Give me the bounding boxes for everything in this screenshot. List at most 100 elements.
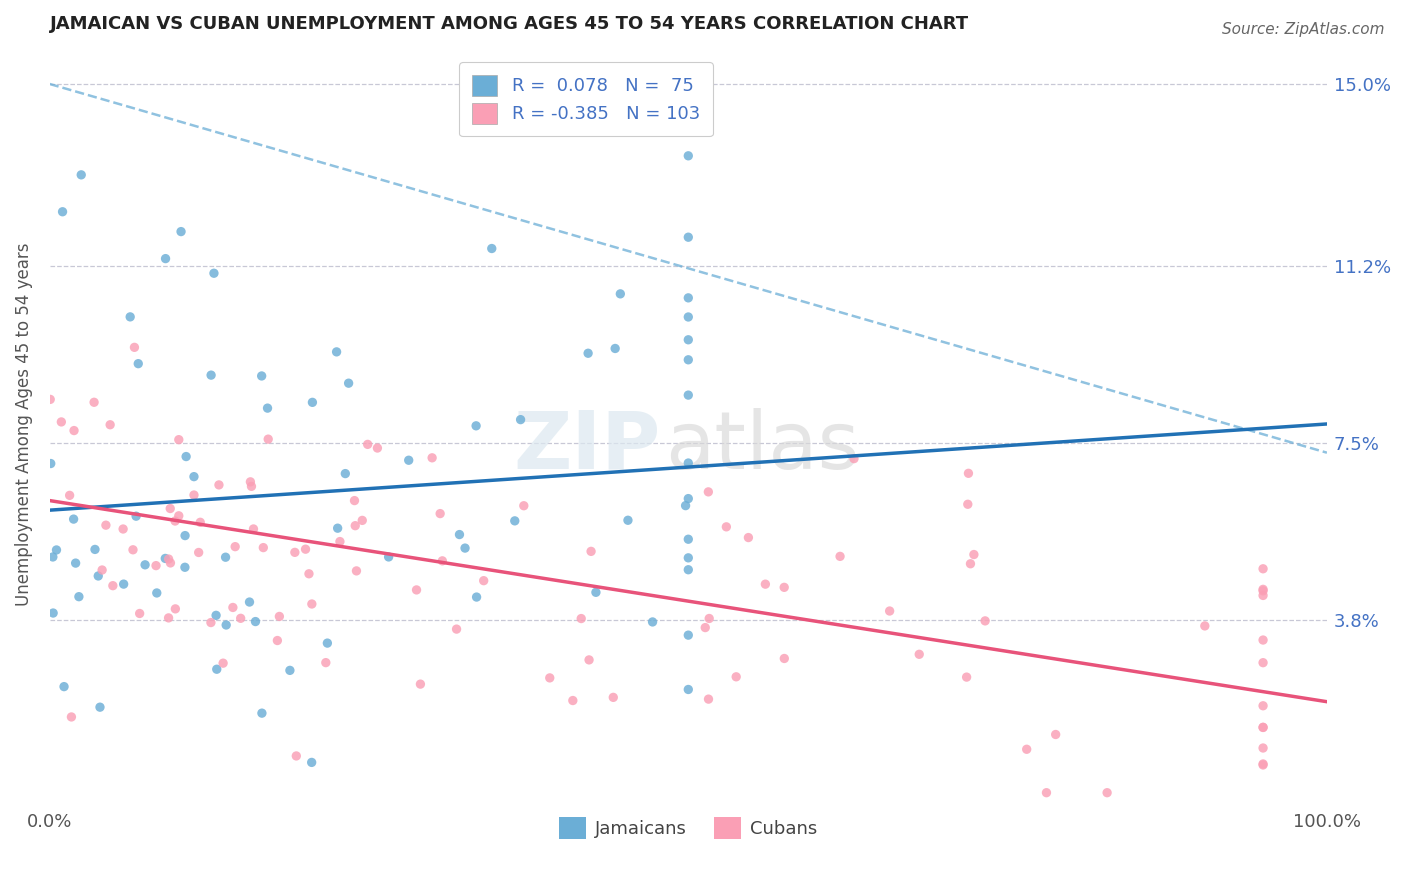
Point (252, 541, 274, 555)
Point (409, 677, 432, 691)
Point (335, 467, 357, 481)
Point (155, 551, 177, 566)
Point (170, 225, 193, 239)
Point (585, 585, 607, 599)
Point (257, 432, 280, 446)
Point (127, 357, 149, 371)
Point (266, 633, 288, 648)
Point (773, 580, 796, 594)
Point (159, 501, 181, 516)
Point (678, 628, 700, 642)
Point (352, 513, 374, 527)
Point (754, 577, 776, 591)
Point (250, 368, 273, 383)
Point (39, 392, 62, 407)
Point (51, 415, 73, 429)
Point (337, 376, 360, 391)
Point (112, 522, 135, 536)
Point (89, 700, 111, 714)
Point (678, 491, 700, 506)
Point (301, 395, 323, 409)
Point (678, 149, 700, 163)
Point (446, 622, 468, 636)
Point (605, 342, 627, 356)
Point (188, 516, 211, 530)
Point (641, 615, 664, 629)
Point (125, 509, 148, 524)
Point (678, 310, 700, 324)
Point (65, 556, 87, 570)
Point (326, 521, 349, 535)
Point (678, 456, 700, 470)
Point (1251, 741, 1274, 756)
Point (250, 706, 273, 720)
Point (716, 520, 738, 534)
Point (678, 682, 700, 697)
Point (84, 542, 107, 557)
Point (174, 560, 197, 574)
Point (62, 512, 84, 526)
Point (165, 602, 187, 616)
Point (481, 242, 503, 256)
Point (609, 286, 631, 301)
Text: JAMAICAN VS CUBAN UNEMPLOYMENT AMONG AGES 45 TO 54 YEARS CORRELATION CHART: JAMAICAN VS CUBAN UNEMPLOYMENT AMONG AGE… (49, 15, 969, 33)
Point (1251, 633, 1274, 648)
Point (183, 469, 205, 483)
Point (187, 545, 209, 559)
Point (174, 450, 197, 464)
Point (120, 310, 142, 324)
Point (697, 692, 720, 706)
Point (214, 550, 236, 565)
Point (124, 340, 146, 354)
Point (157, 552, 180, 566)
Point (285, 748, 308, 763)
Point (675, 499, 697, 513)
Point (429, 507, 451, 521)
Point (229, 611, 252, 625)
Point (678, 333, 700, 347)
Point (205, 662, 228, 676)
Point (242, 522, 264, 536)
Point (122, 542, 145, 557)
Point (165, 514, 187, 528)
Point (678, 563, 700, 577)
Point (183, 488, 205, 502)
Point (538, 671, 561, 685)
Point (42, 549, 65, 564)
Point (205, 608, 228, 623)
Point (737, 531, 759, 545)
Point (398, 453, 420, 467)
Point (167, 508, 190, 523)
Point (678, 388, 700, 402)
Point (569, 611, 592, 625)
Point (472, 574, 495, 588)
Point (245, 615, 267, 629)
Point (579, 544, 602, 558)
Point (963, 548, 986, 562)
Point (465, 418, 488, 433)
Point (420, 450, 443, 465)
Point (212, 656, 235, 670)
Point (697, 611, 720, 625)
Point (146, 586, 169, 600)
Point (174, 528, 197, 542)
Point (1251, 583, 1274, 598)
Point (725, 670, 748, 684)
Point (1251, 589, 1274, 603)
Point (208, 478, 231, 492)
Point (294, 542, 316, 557)
Point (678, 352, 700, 367)
Point (1251, 721, 1274, 735)
Point (101, 579, 124, 593)
Point (432, 554, 454, 568)
Point (617, 513, 640, 527)
Point (200, 368, 222, 383)
Point (1251, 562, 1274, 576)
Point (51, 204, 73, 219)
Point (63, 424, 86, 438)
Text: atlas: atlas (665, 408, 859, 485)
Point (509, 412, 531, 426)
Point (59, 488, 82, 502)
Point (128, 607, 150, 621)
Point (256, 401, 278, 416)
